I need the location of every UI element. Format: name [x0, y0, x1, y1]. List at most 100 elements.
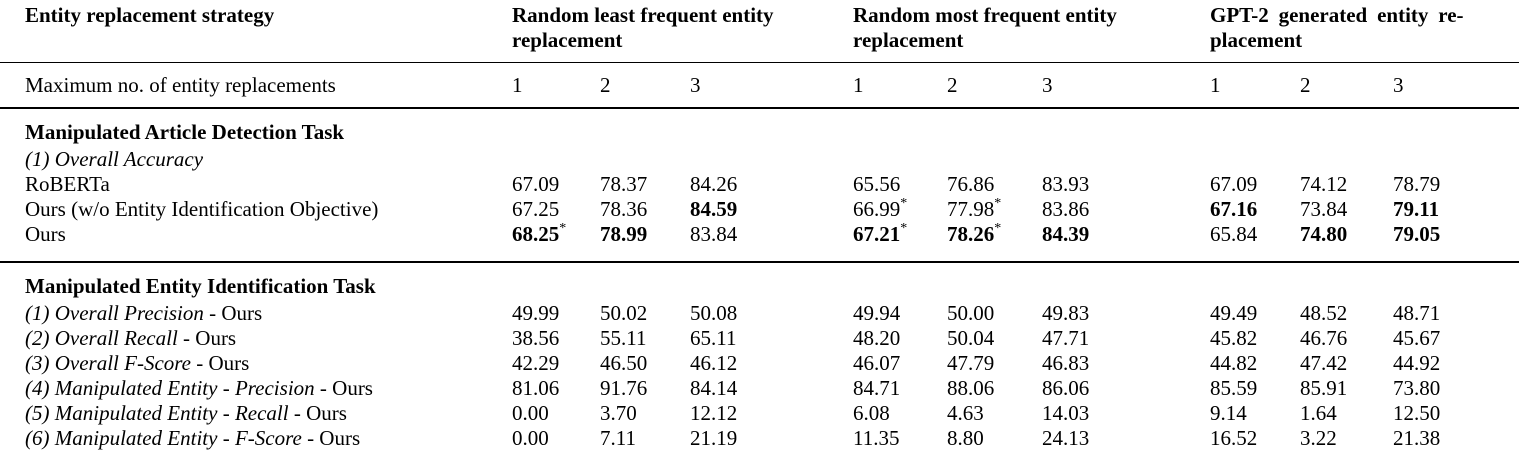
max-replacements-value: 2 [600, 62, 690, 108]
metric-value: 74.80 [1300, 222, 1348, 246]
section-title-row: Manipulated Article Detection Task [0, 107, 1519, 147]
metric-value [690, 147, 853, 172]
metric-value [512, 147, 600, 172]
metric-value: 85.91 [1300, 376, 1348, 400]
metric-value: 1.64 [1300, 401, 1337, 425]
table-row: (4) Manipulated Entity - Precision - Our… [0, 376, 1519, 401]
metric-value [947, 147, 1042, 172]
metric-value: 49.94 [853, 301, 901, 325]
metric-value: 3.22 [1300, 426, 1337, 450]
row-label: Ours (w/o Entity Identification Objectiv… [25, 197, 379, 221]
metric-value: 78.36 [600, 197, 648, 221]
section-title-row: Manipulated Entity Identification Task [0, 261, 1519, 301]
metric-value: 79.11 [1393, 197, 1440, 221]
metric-value: 84.26 [690, 172, 738, 196]
row-label: (6) Manipulated Entity - F-Score - Ours [25, 426, 361, 450]
metric-value: 46.76 [1300, 326, 1348, 350]
column-group-gpt2-generated: GPT-2 generated entity re- placement [1210, 3, 1464, 52]
metric-value: 45.67 [1393, 326, 1441, 350]
metric-value: 50.04 [947, 326, 995, 350]
metric-value: 49.99 [512, 301, 560, 325]
metric-value [853, 147, 947, 172]
metric-value [1393, 147, 1519, 172]
metric-value: 49.83 [1042, 301, 1090, 325]
metric-value: 47.79 [947, 351, 995, 375]
metric-value: 12.12 [690, 401, 738, 425]
metric-value: 47.42 [1300, 351, 1348, 375]
max-replacements-value: 2 [1300, 62, 1393, 108]
table-row: (5) Manipulated Entity - Recall - Ours 0.… [0, 401, 1519, 426]
metric-value: 46.50 [600, 351, 648, 375]
row-label: (3) Overall F-Score - Ours [25, 351, 250, 375]
metric-value: 9.14 [1210, 401, 1247, 425]
metric-value: 88.06 [947, 376, 995, 400]
metric-value: 65.84 [1210, 222, 1258, 246]
subheader-label: Maximum no. of entity replacements [0, 62, 512, 108]
metric-value: 46.83 [1042, 351, 1090, 375]
metric-value: 24.13 [1042, 426, 1090, 450]
metric-value: 67.21* [853, 222, 908, 246]
metric-value: 67.09 [1210, 172, 1258, 196]
metric-value [1210, 147, 1300, 172]
column-header-entity-replacement-strategy: Entity replacement strategy [25, 3, 275, 27]
metric-value: 12.50 [1393, 401, 1441, 425]
row-label: (5) Manipulated Entity - Recall - Ours [25, 401, 347, 425]
table-row: Ours 68.25* 78.99 83.84 67.21* 78.26* 84.39 65.… [0, 222, 1519, 262]
metric-value: 78.37 [600, 172, 648, 196]
metric-value: 49.49 [1210, 301, 1258, 325]
metric-value: 44.82 [1210, 351, 1258, 375]
metric-value: 6.08 [853, 401, 890, 425]
row-label: (1) Overall Accuracy [25, 147, 204, 171]
metric-value: 83.84 [690, 222, 738, 246]
metric-value: 21.19 [690, 426, 738, 450]
metric-value: 74.12 [1300, 172, 1348, 196]
table-row: (1) Overall Precision - Ours 49.99 50.02 50… [0, 301, 1519, 326]
metric-value: 84.39 [1042, 222, 1090, 246]
metric-value: 84.71 [853, 376, 901, 400]
metric-value: 67.09 [512, 172, 560, 196]
metric-value: 84.14 [690, 376, 738, 400]
significance-star: * [559, 222, 567, 236]
metric-value: 81.06 [512, 376, 560, 400]
metric-value: 46.07 [853, 351, 901, 375]
significance-star: * [994, 222, 1002, 236]
metric-value: 48.52 [1300, 301, 1348, 325]
column-group-random-least-frequent: Random least frequent entity replacement [512, 3, 774, 52]
metric-value: 65.11 [690, 326, 737, 350]
metric-value: 3.70 [600, 401, 637, 425]
metric-value: 68.25* [512, 222, 567, 246]
row-label: (2) Overall Recall - Ours [25, 326, 237, 350]
metric-value: 38.56 [512, 326, 560, 350]
metric-value: 16.52 [1210, 426, 1258, 450]
section-title: Manipulated Entity Identification Task [0, 261, 1519, 301]
metric-value: 85.59 [1210, 376, 1258, 400]
metric-value: 67.25 [512, 197, 560, 221]
column-group-random-most-frequent: Random most frequent entity replacement [853, 3, 1117, 52]
metric-value: 48.20 [853, 326, 901, 350]
max-replacements-value: 2 [947, 62, 1042, 108]
table-row: (6) Manipulated Entity - F-Score - Ours 0… [0, 426, 1519, 465]
metric-value: 83.86 [1042, 197, 1090, 221]
metric-value [1042, 147, 1210, 172]
metric-value: 21.38 [1393, 426, 1441, 450]
metric-value: 84.59 [690, 197, 738, 221]
metric-value: 83.93 [1042, 172, 1090, 196]
metric-value: 48.71 [1393, 301, 1441, 325]
metric-value [600, 147, 690, 172]
metric-value: 4.63 [947, 401, 984, 425]
subheader-row: Maximum no. of entity replacements 1 2 3… [0, 62, 1519, 108]
table-header-row: Entity replacement strategy Random least… [0, 0, 1519, 63]
metric-value: 66.99* [853, 197, 908, 221]
metric-value: 86.06 [1042, 376, 1090, 400]
metric-value: 0.00 [512, 401, 549, 425]
table-row: (1) Overall Accuracy [0, 147, 1519, 172]
metric-value: 0.00 [512, 426, 549, 450]
metric-value: 50.08 [690, 301, 738, 325]
metric-value: 78.79 [1393, 172, 1441, 196]
metric-value: 79.05 [1393, 222, 1441, 246]
metric-value: 91.76 [600, 376, 648, 400]
metric-value: 50.00 [947, 301, 995, 325]
metric-value: 78.99 [600, 222, 648, 246]
